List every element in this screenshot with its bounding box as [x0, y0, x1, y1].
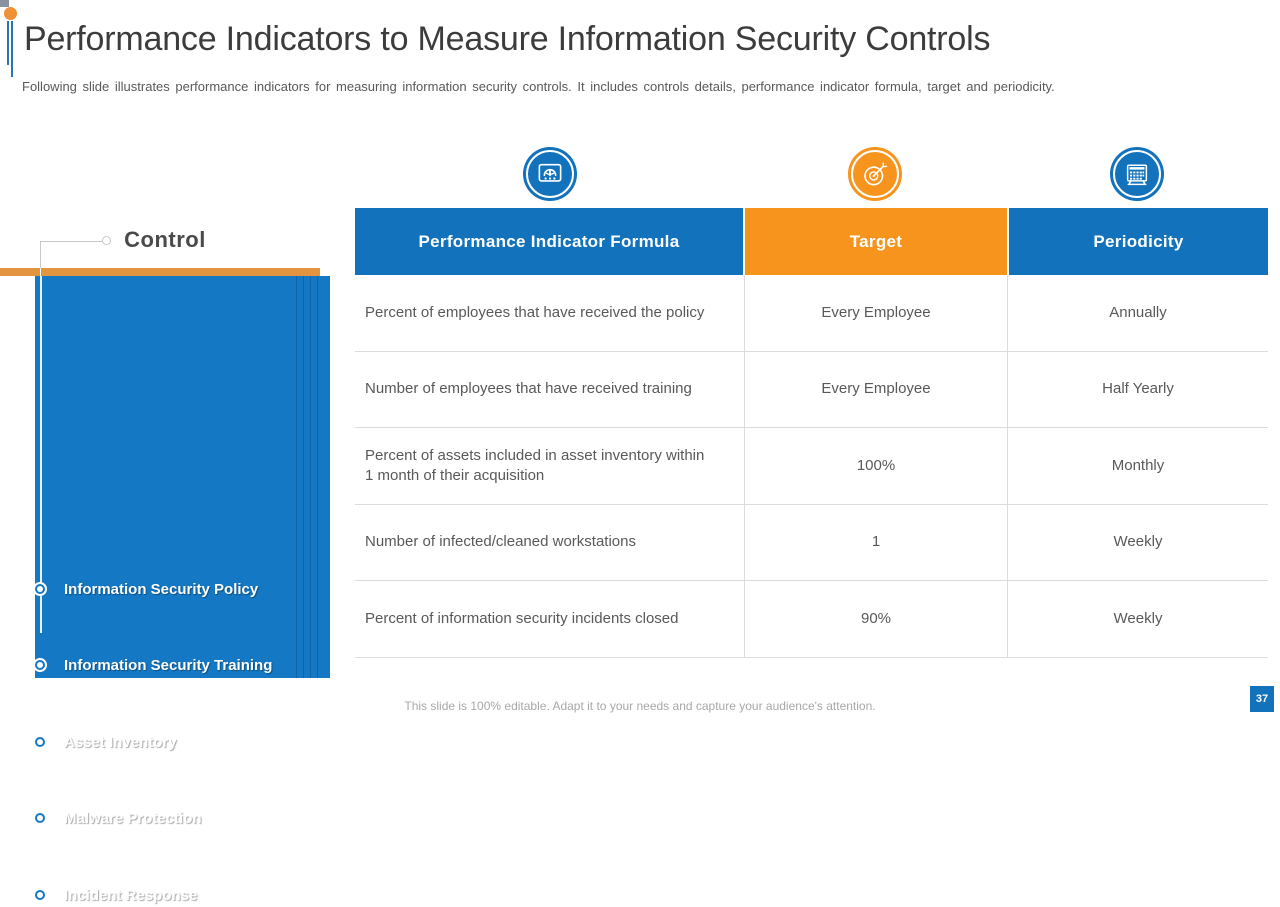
table-row: Number of employees that have received t…	[355, 351, 1268, 428]
panel-stripe	[296, 276, 297, 678]
header-target: Target	[745, 208, 1007, 275]
cell-target: 1	[745, 504, 1008, 581]
panel-timeline-line	[40, 276, 42, 633]
corner-artifact	[0, 0, 9, 7]
sidebar-item-malware-protection: Malware Protection	[33, 806, 202, 830]
table-row: Percent of employees that have received …	[355, 275, 1268, 352]
sidebar-item-label: Information Security Policy	[64, 580, 259, 598]
bullet-icon	[33, 582, 47, 596]
control-connector-line	[40, 241, 41, 268]
control-connector-line	[40, 268, 41, 276]
cell-formula: Percent of employees that have received …	[355, 275, 745, 352]
cell-target: 90%	[745, 581, 1008, 658]
table-row: Percent of assets included in asset inve…	[355, 428, 1268, 505]
sidebar-item-label: Asset Inventory	[64, 733, 177, 751]
sidebar-item-incident-response: Incident Response	[33, 883, 197, 907]
bullet-icon	[33, 888, 47, 902]
gauge-dashboard-icon	[523, 147, 577, 201]
cell-formula: Percent of assets included in asset inve…	[355, 428, 745, 505]
cell-periodicity: Half Yearly	[1008, 352, 1268, 428]
indicators-table: Performance Indicator Formula Target Per…	[355, 208, 1268, 658]
target-arrow-icon	[848, 147, 902, 201]
title-pin-line	[11, 21, 13, 77]
table-row: Percent of information security incident…	[355, 581, 1268, 658]
table-row: Number of infected/cleaned workstations …	[355, 504, 1268, 581]
table-header-row: Performance Indicator Formula Target Per…	[355, 208, 1268, 275]
table-body: Percent of employees that have received …	[355, 275, 1268, 658]
sidebar-item-asset-inventory: Asset Inventory	[33, 730, 177, 754]
panel-stripe	[317, 276, 318, 678]
control-connector-line	[40, 241, 104, 242]
sidebar-item-label: Malware Protection	[64, 809, 202, 827]
sidebar-item-information-security-training: Information Security Training	[33, 653, 272, 677]
page-number-badge: 37	[1250, 686, 1274, 712]
panel-stripe	[303, 276, 304, 678]
control-panel: Information Security Policy Information …	[33, 276, 330, 904]
page-title: Performance Indicators to Measure Inform…	[24, 20, 991, 58]
bullet-icon	[33, 658, 47, 672]
title-pin-dot-icon	[4, 7, 17, 20]
panel-stripe	[310, 276, 311, 678]
control-heading: Control	[124, 227, 206, 252]
cell-target: Every Employee	[745, 351, 1008, 428]
cell-periodicity: Weekly	[1008, 581, 1268, 658]
cell-periodicity: Annually	[1008, 275, 1268, 352]
header-periodicity: Periodicity	[1009, 208, 1268, 275]
cell-periodicity: Weekly	[1008, 505, 1268, 581]
control-accent-bar	[0, 268, 320, 276]
control-connector-circle	[102, 236, 111, 245]
cell-target: Every Employee	[745, 275, 1008, 352]
cell-periodicity: Monthly	[1008, 428, 1268, 505]
title-pin-line	[7, 21, 9, 65]
cell-target: 100%	[745, 428, 1008, 505]
header-performance-indicator-formula: Performance Indicator Formula	[355, 208, 743, 275]
slide-subtitle: Following slide illustrates performance …	[22, 79, 1055, 94]
sidebar-item-label: Incident Response	[64, 886, 198, 904]
bullet-icon	[33, 735, 47, 749]
footer-note: This slide is 100% editable. Adapt it to…	[404, 699, 876, 713]
bullet-icon	[33, 811, 47, 825]
cell-formula: Number of employees that have received t…	[355, 351, 745, 428]
calendar-icon	[1110, 147, 1164, 201]
sidebar-item-information-security-policy: Information Security Policy	[33, 577, 258, 601]
cell-formula: Number of infected/cleaned workstations	[355, 504, 745, 581]
cell-formula: Percent of information security incident…	[355, 581, 745, 658]
sidebar-item-label: Information Security Training	[64, 656, 273, 674]
